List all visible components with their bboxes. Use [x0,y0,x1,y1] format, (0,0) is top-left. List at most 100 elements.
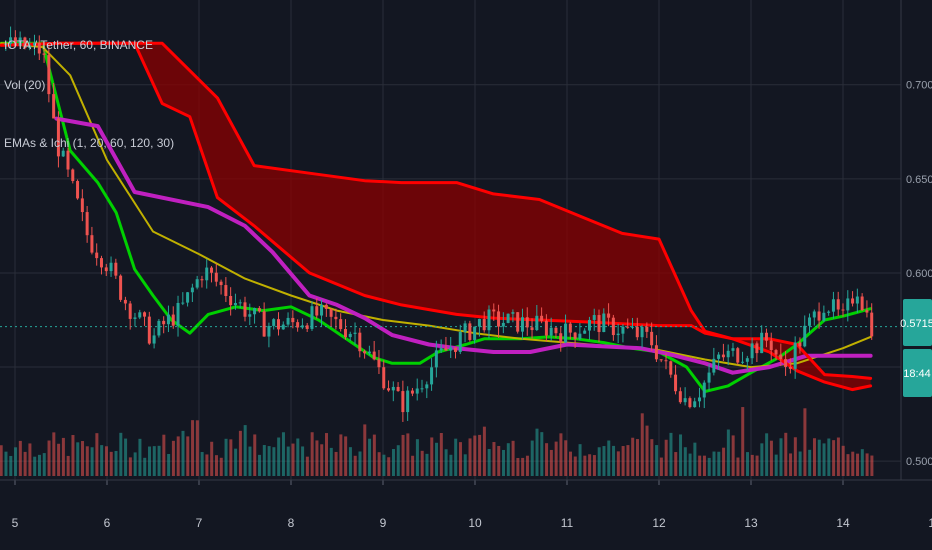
volume-bar [104,446,108,476]
candle-body [587,319,591,331]
volume-bar [100,445,104,476]
candle-body [114,262,118,276]
candle-body [253,308,257,315]
candle-body [233,302,237,306]
candle-body [717,354,721,359]
x-tick-label: 6 [104,516,111,530]
volume-bar [454,438,458,476]
candle-body [85,212,89,236]
candle-body [741,361,745,363]
volume-bar [435,442,439,476]
candle-body [343,329,347,338]
candle-body [181,302,185,304]
candle-body [659,359,663,361]
x-tick-label: 14 [836,516,850,530]
candle-body [210,267,214,273]
candle-body [745,358,749,362]
volume-bar [90,447,94,476]
volume-bar [214,455,218,476]
legend-indicator[interactable]: EMAs & Ichi (1, 20, 60, 120, 30) [4,136,175,150]
candle-body [640,326,644,338]
candle-body [109,262,113,272]
volume-bar [310,432,314,476]
volume-bar [812,438,816,476]
volume-bar [726,429,730,476]
volume-bar [707,457,711,476]
candle-body [219,281,223,286]
candle-body [176,302,180,326]
volume-bar [291,443,295,476]
candle-body [597,315,601,333]
volume-bar [4,451,8,476]
candle-body [4,43,8,45]
volume-bar [85,446,89,476]
x-tick-label: 5 [12,516,19,530]
volume-bar [822,443,826,476]
volume-bar [722,447,726,476]
volume-bar [516,457,520,476]
candle-body [166,314,170,325]
volume-bar [47,440,51,476]
volume-bar [14,447,18,476]
volume-bar [568,451,572,476]
candle-body [119,275,123,300]
candle-body [817,311,821,321]
candle-body [453,347,457,352]
x-tick-label: 12 [652,516,666,530]
candle-body [95,252,99,259]
volume-bar [645,425,649,476]
candle-body [779,354,783,360]
candle-body [214,272,218,282]
candle-body [147,316,151,344]
volume-bar [200,452,204,476]
volume-bar [856,453,860,476]
volume-bar [305,456,309,476]
volume-bar [592,455,596,476]
legend-symbol[interactable]: IOTA / Tether, 60, BINANCE [4,38,153,52]
candle-body [190,287,194,293]
volume-bar [61,437,65,476]
candle-body [66,150,70,170]
candle-body [506,313,510,323]
volume-bar [363,424,367,476]
volume-bar [449,454,453,476]
candle-body [549,327,553,336]
candle-body [463,323,467,332]
candle-body [645,326,649,332]
volume-bar [152,446,156,476]
volume-bar [530,440,534,476]
volume-bar [33,456,37,476]
volume-bar [320,444,324,476]
candle-body [487,309,491,331]
volume-bar [688,453,692,476]
legend-volume[interactable]: Vol (20) [4,78,46,92]
volume-bar [238,430,242,476]
volume-bar [458,442,462,476]
candle-body [434,350,438,368]
candle-body [501,322,505,327]
volume-bar [468,438,472,476]
candle-body [444,348,448,351]
candle-body [305,325,309,329]
volume-bar [683,447,687,476]
volume-bar [248,446,252,476]
candle-body [750,343,754,359]
volume-bar [731,435,735,476]
volume-bar [0,445,3,476]
volume-bar [124,438,128,476]
volume-bar [774,454,778,476]
candle-body [721,354,725,358]
candle-body [707,372,711,383]
candle-body [497,311,501,327]
candle-body [568,323,572,333]
series-line-1 [0,41,873,393]
volume-bar [281,432,285,476]
candle-body [674,374,678,392]
volume-bar [612,445,616,476]
candle-body [358,332,362,352]
candle-body [200,279,204,281]
candle-body [468,323,472,340]
volume-bar [391,449,395,476]
candle-body [23,37,27,48]
